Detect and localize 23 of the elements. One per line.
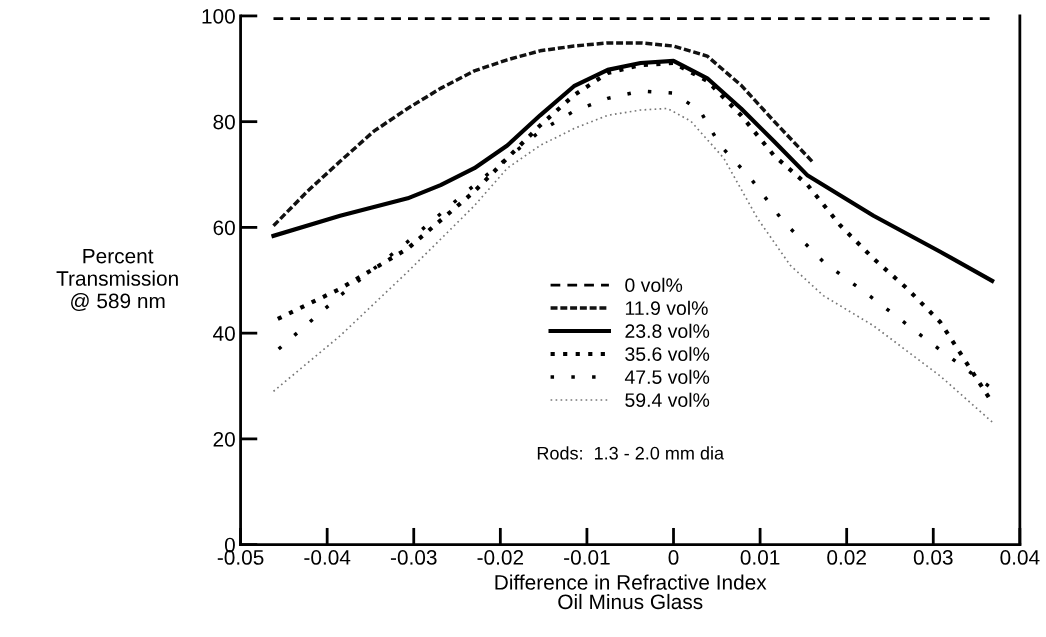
x-tick-label: 0.04 bbox=[1000, 550, 1040, 565]
x-tick-label: 0 bbox=[668, 550, 679, 565]
x-tick-label: 0.03 bbox=[913, 550, 953, 565]
y-tick-label: 100 bbox=[202, 8, 235, 24]
x-tick-label: -0.04 bbox=[304, 550, 351, 565]
legend-label: 59.4 vol% bbox=[625, 392, 710, 407]
legend-label: 35.6 vol% bbox=[625, 346, 710, 361]
annotation: Rods: 1.3 - 2.0 mm dia bbox=[537, 446, 725, 460]
y-tick-label: 40 bbox=[213, 326, 235, 341]
x-tick-label: 0.02 bbox=[827, 550, 866, 565]
y-axis-title: Percent Transmission @ 589 nm bbox=[56, 248, 178, 311]
legend-label: 47.5 vol% bbox=[624, 369, 710, 384]
legend-label: 23.8 vol% bbox=[625, 323, 710, 339]
legend-label: 0 vol% bbox=[625, 277, 683, 293]
x-tick-label: 0.01 bbox=[740, 550, 780, 565]
legend-label: 11.9 vol% bbox=[625, 300, 708, 316]
x-axis-title: Difference in Refractive Index Oil Minus Glass bbox=[495, 574, 767, 610]
y-tick-label: 80 bbox=[213, 114, 235, 130]
x-tick-label: -0.02 bbox=[477, 550, 524, 565]
y-tick-label: 20 bbox=[213, 431, 235, 447]
x-tick-label: -0.03 bbox=[390, 550, 437, 565]
y-tick-label: 60 bbox=[213, 220, 235, 236]
x-tick-label: -0.01 bbox=[564, 550, 610, 565]
